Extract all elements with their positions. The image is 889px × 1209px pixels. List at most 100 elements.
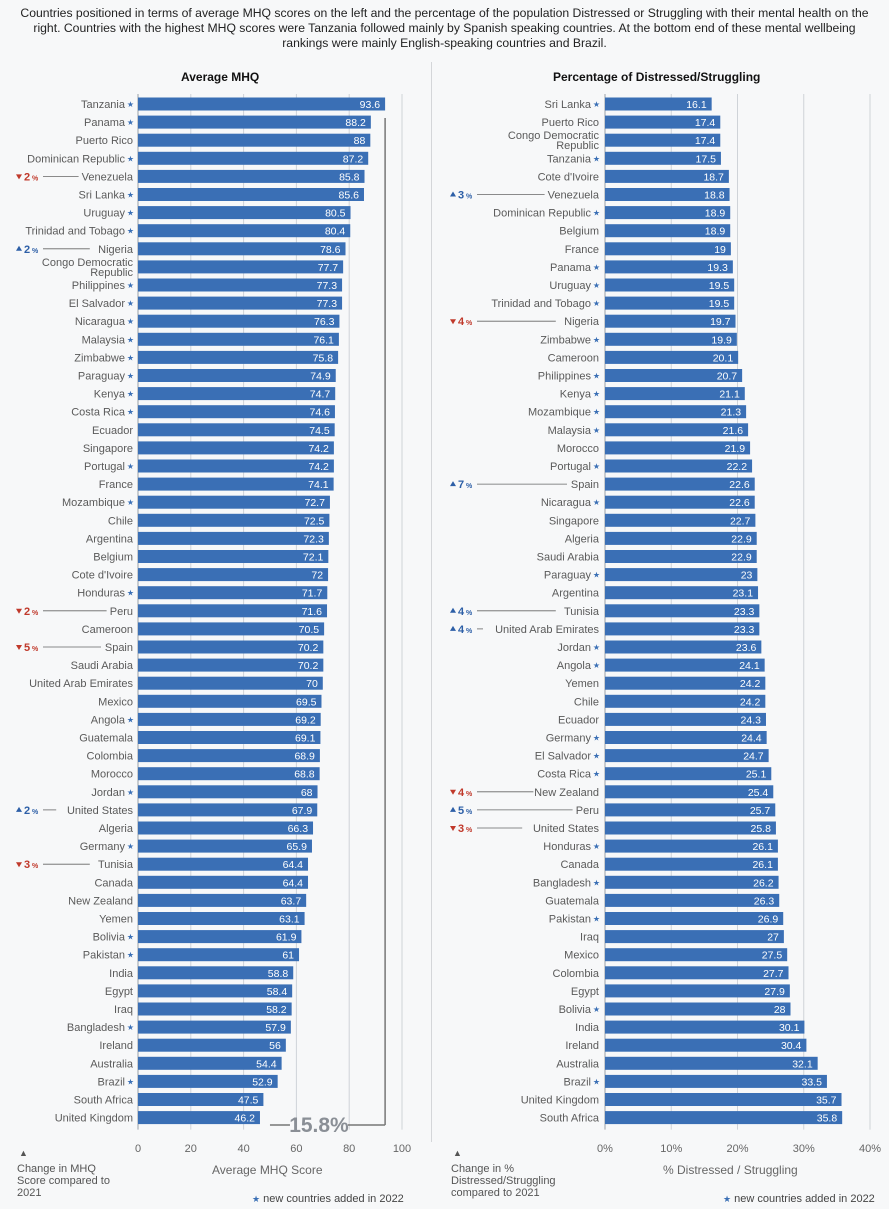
right-category-label: Yemen [565, 678, 599, 690]
right-category-label: Peru [576, 805, 599, 817]
right-bar [605, 875, 779, 889]
left-x-tick-label: 0 [135, 1143, 141, 1155]
right-value-label: 23.3 [734, 624, 755, 636]
right-value-label: 18.8 [704, 190, 725, 202]
new-country-star-icon: ★ [593, 752, 600, 761]
left-bar [138, 731, 321, 744]
right-bar [605, 115, 721, 129]
right-value-label: 26.3 [754, 895, 775, 907]
right-bar [605, 930, 784, 944]
right-category-label: Iraq [580, 932, 599, 944]
left-category-label: Mozambique [62, 497, 125, 509]
left-category-label: Morocco [91, 769, 133, 781]
right-category-label: Morocco [557, 443, 599, 455]
right-value-label: 22.9 [731, 552, 752, 564]
left-bar [138, 966, 294, 980]
left-change-value: 2 [24, 805, 30, 817]
right-category-label: New Zealand [534, 787, 599, 799]
left-bar [138, 803, 318, 817]
left-category-label: United States [67, 805, 134, 817]
right-bar [605, 1111, 843, 1125]
left-category-label: Dominican Republic [27, 153, 125, 165]
left-bar [138, 839, 312, 853]
right-bar [605, 459, 753, 473]
left-value-label: 85.6 [339, 190, 360, 202]
right-category-label: Mozambique [528, 407, 591, 419]
right-bar [605, 767, 772, 781]
left-value-label: 72.1 [303, 552, 324, 564]
right-value-label: 27.5 [762, 950, 783, 962]
new-country-star-icon: ★ [127, 1023, 134, 1032]
left-bar [138, 260, 344, 274]
right-bar [605, 260, 733, 274]
left-value-label: 47.5 [238, 1095, 259, 1107]
left-value-label: 69.5 [296, 696, 317, 708]
right-category-label: Uruguay [549, 280, 591, 292]
left-category-label: France [99, 479, 133, 491]
left-change-percent: % [32, 863, 39, 870]
left-value-label: 80.4 [325, 226, 346, 238]
right-value-label: 16.1 [686, 99, 707, 111]
left-value-label: 69.1 [295, 733, 316, 745]
right-bar [605, 188, 730, 201]
right-category-label: Bangladesh [533, 877, 591, 889]
right-bar [605, 423, 749, 437]
right-bar [605, 839, 778, 853]
left-change-value: 2 [24, 244, 30, 256]
right-x-tick-label: 30% [793, 1143, 815, 1155]
right-bar [605, 206, 731, 220]
gap-annotation: 15.8% [289, 1114, 349, 1137]
left-bar [138, 676, 323, 690]
left-category-label: Brazil [97, 1076, 125, 1088]
right-value-label: 20.7 [717, 371, 738, 383]
right-category-label: United Kingdom [521, 1095, 599, 1107]
left-bar [138, 151, 369, 165]
left-category-label: Costa Rica [71, 407, 126, 419]
left-bar [138, 459, 334, 473]
right-category-label: Colombia [553, 968, 600, 980]
left-value-label: 46.2 [235, 1113, 256, 1125]
left-value-label: 87.2 [343, 153, 364, 165]
left-x-axis-title: Average MHQ Score [212, 1163, 323, 1177]
right-category-label: Pakistan [549, 914, 591, 926]
left-category-label: Bolivia [93, 932, 126, 944]
right-category-label: Brazil [563, 1076, 591, 1088]
right-bar [605, 296, 735, 310]
right-value-label: 18.9 [705, 208, 726, 220]
left-bar [138, 133, 371, 147]
right-bar [605, 278, 735, 292]
left-bar [138, 206, 351, 220]
left-bar [138, 477, 334, 491]
right-category-label: Angola [557, 660, 592, 672]
right-category-label: Germany [546, 733, 592, 745]
left-change-value: 2 [24, 606, 30, 618]
right-category-label: Argentina [552, 588, 600, 600]
left-value-label: 72 [311, 570, 323, 582]
right-value-label: 32.1 [792, 1058, 813, 1070]
right-bar [605, 912, 784, 925]
left-category-label: Bangladesh [67, 1022, 125, 1034]
right-change-percent: % [466, 320, 473, 327]
left-category-label: Jordan [91, 787, 125, 799]
right-value-label: 22.6 [729, 497, 750, 509]
left-bar [138, 423, 335, 437]
right-category-label: Saudi Arabia [537, 552, 600, 564]
left-category-label: Paraguay [78, 371, 126, 383]
left-value-label: 70.2 [298, 660, 319, 672]
left-change-value: 5 [24, 642, 30, 654]
right-bar [605, 731, 767, 744]
left-bar [138, 857, 309, 871]
right-value-label: 28 [774, 1004, 786, 1016]
left-value-label: 63.1 [279, 914, 300, 926]
left-category-label: Argentina [86, 533, 134, 545]
right-bar [605, 803, 776, 817]
right-x-axis-title: % Distressed / Struggling [663, 1163, 798, 1177]
right-value-label: 23.6 [736, 642, 757, 654]
left-category-label: Honduras [77, 588, 125, 600]
left-category-label: Ecuador [92, 425, 133, 437]
chart-description: Countries positioned in terms of average… [20, 6, 869, 50]
right-category-label: Costa Rica [537, 769, 592, 781]
new-country-star-icon: ★ [593, 734, 600, 743]
right-bar [605, 1074, 827, 1088]
right-value-label: 25.8 [750, 823, 771, 835]
